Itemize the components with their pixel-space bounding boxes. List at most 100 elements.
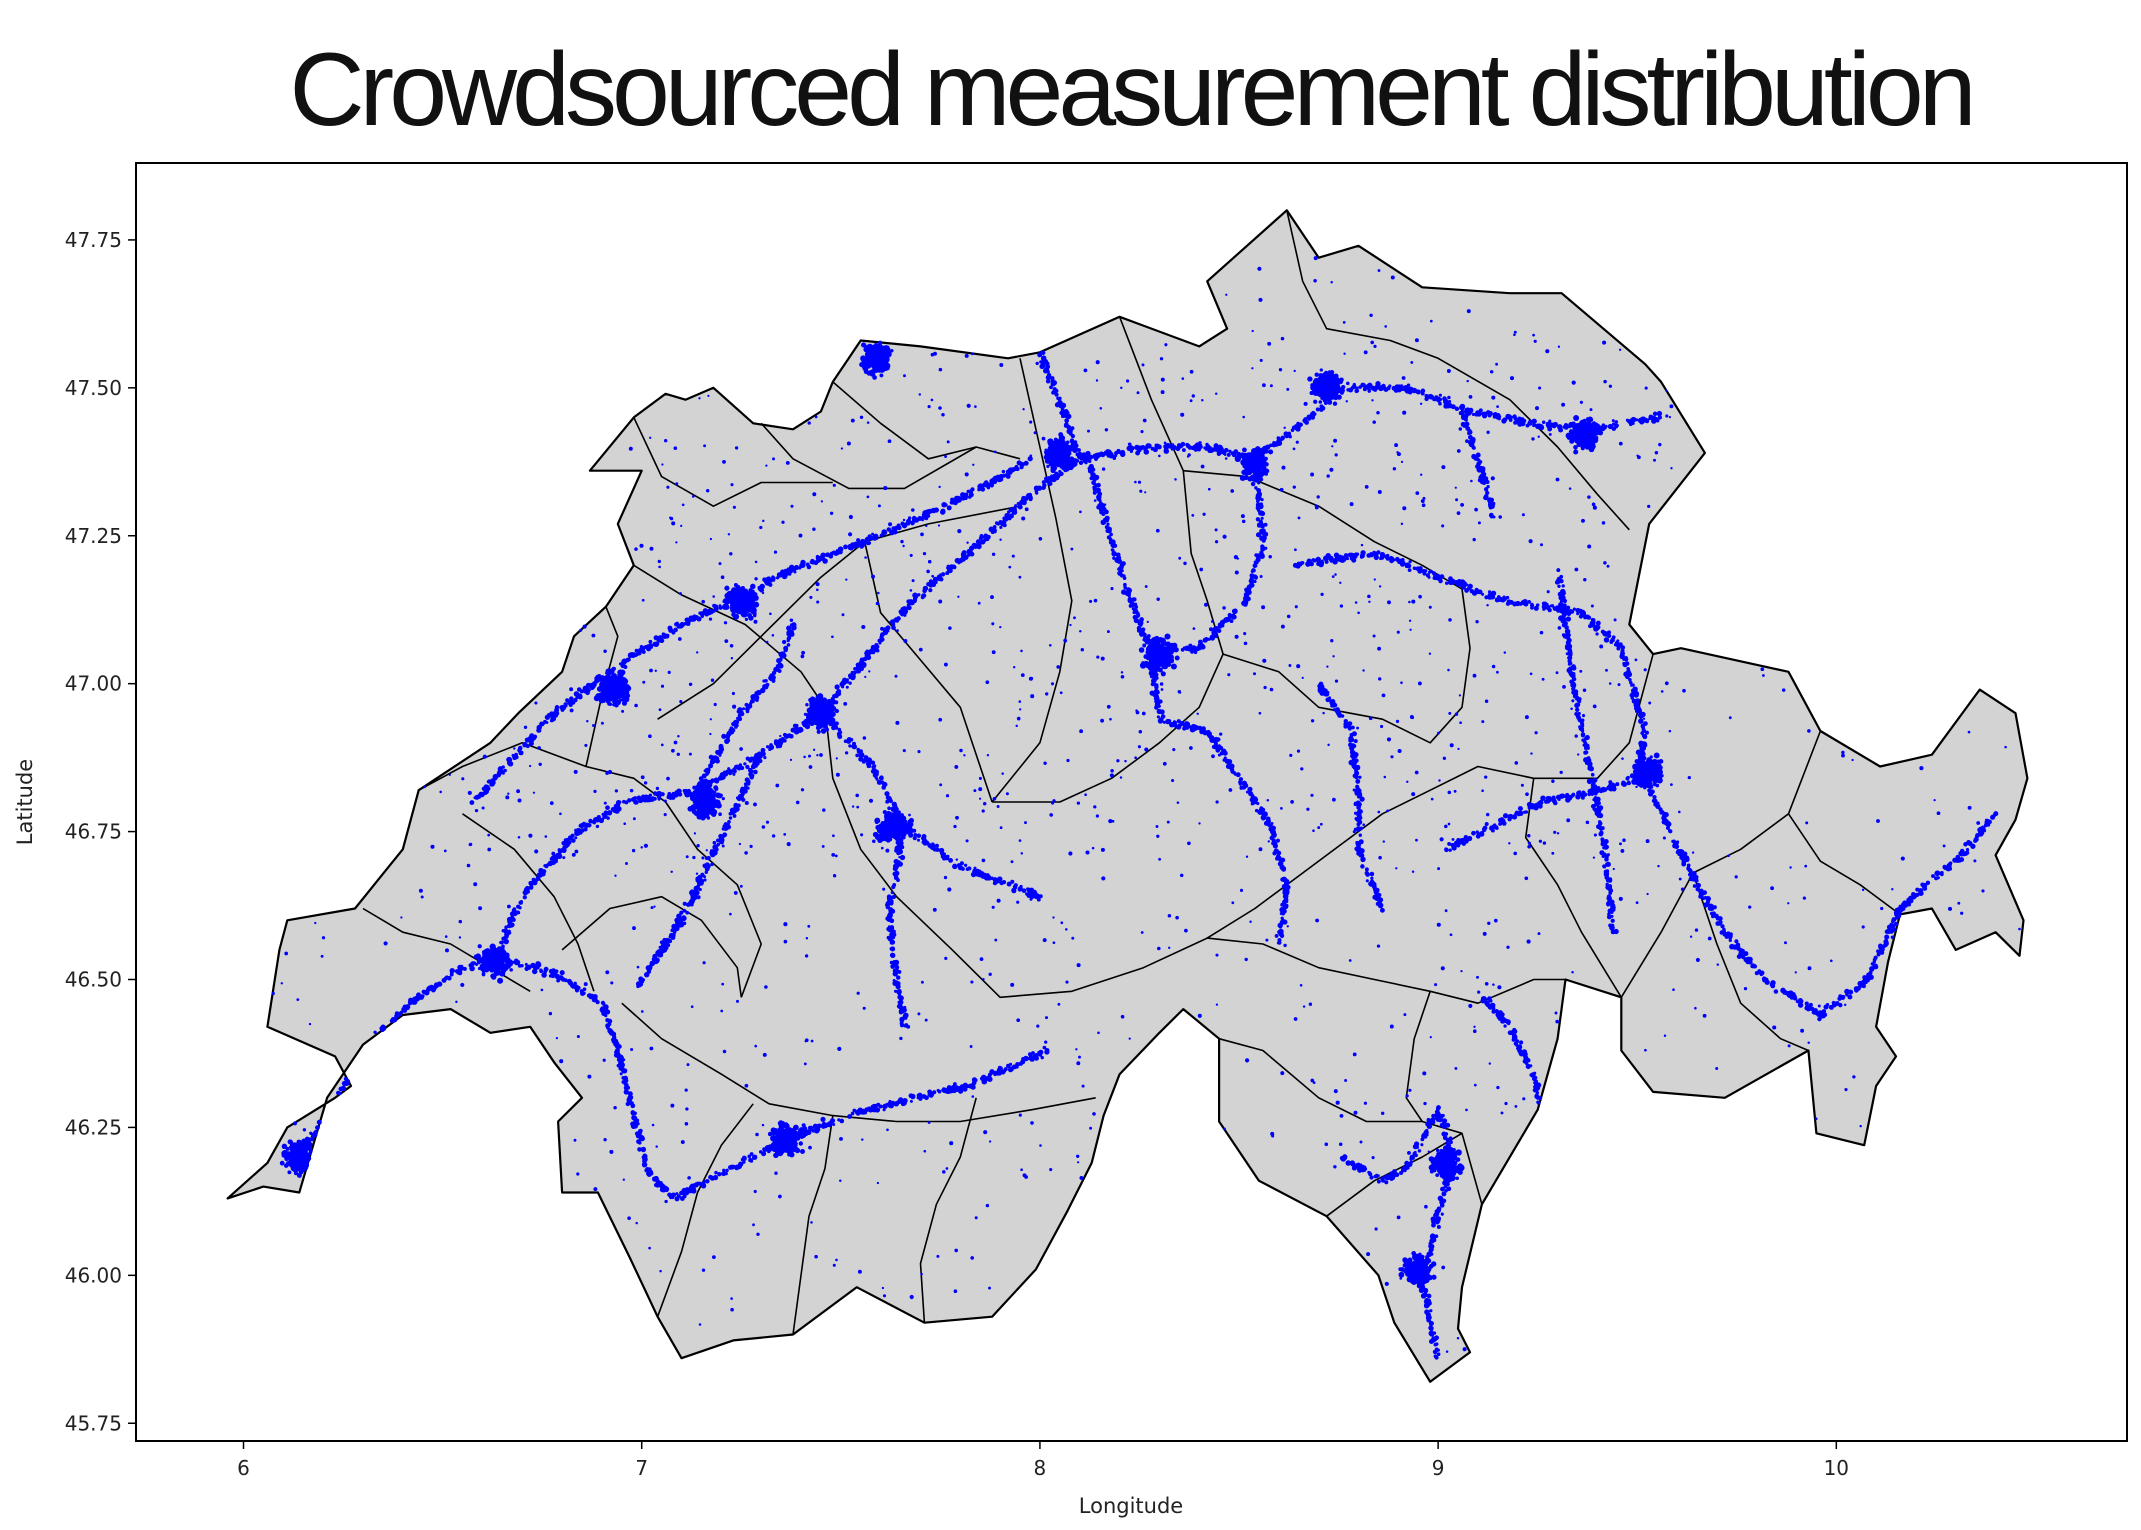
measurement-point bbox=[1259, 535, 1265, 541]
measurement-point bbox=[555, 708, 560, 712]
measurement-point bbox=[1274, 933, 1279, 938]
measurement-point bbox=[614, 1043, 621, 1049]
measurement-point bbox=[1658, 807, 1663, 812]
measurement-point bbox=[675, 621, 679, 625]
measurement-point bbox=[978, 484, 983, 490]
measurement-point bbox=[1385, 556, 1390, 561]
measurement-point bbox=[1845, 993, 1849, 997]
measurement-point bbox=[696, 1181, 700, 1185]
measurement-point bbox=[1694, 878, 1699, 883]
measurement-point bbox=[888, 798, 893, 804]
measurement-point bbox=[1705, 896, 1711, 902]
measurement-point bbox=[781, 573, 788, 580]
measurement-point bbox=[885, 799, 890, 804]
measurement-point bbox=[1424, 1310, 1430, 1315]
map-layer bbox=[226, 209, 2029, 1383]
measurement-point bbox=[993, 475, 998, 480]
measurement-point bbox=[1499, 819, 1504, 824]
measurement-point bbox=[1304, 420, 1309, 425]
measurement-point bbox=[944, 503, 948, 507]
measurement-point bbox=[582, 987, 587, 992]
measurement-point bbox=[891, 894, 897, 900]
measurement-point bbox=[1444, 1132, 1449, 1136]
measurement-point bbox=[994, 521, 999, 525]
measurement-point bbox=[904, 1023, 909, 1028]
measurement-point bbox=[615, 800, 622, 806]
measurement-point bbox=[582, 828, 586, 832]
measurement-point bbox=[1155, 705, 1159, 709]
measurement-point bbox=[873, 533, 879, 539]
measurement-point bbox=[1471, 830, 1476, 836]
measurement-point bbox=[1013, 465, 1019, 471]
measurement-point bbox=[1160, 714, 1166, 719]
measurement-point bbox=[891, 884, 896, 890]
measurement-point bbox=[1440, 1200, 1444, 1204]
measurement-point bbox=[892, 962, 898, 967]
measurement-point bbox=[512, 907, 517, 911]
measurement-point bbox=[1438, 578, 1443, 584]
measurement-point bbox=[1597, 812, 1604, 819]
measurement-point bbox=[1961, 851, 1967, 857]
measurement-point bbox=[1306, 558, 1312, 564]
measurement-point bbox=[625, 658, 630, 663]
measurement-point bbox=[1529, 1064, 1533, 1068]
measurement-point bbox=[1443, 402, 1450, 408]
measurement-point bbox=[1207, 734, 1212, 739]
measurement-point bbox=[992, 877, 998, 883]
measurement-point bbox=[549, 719, 554, 723]
measurement-point bbox=[657, 797, 661, 801]
measurement-point bbox=[805, 562, 810, 567]
measurement-point bbox=[806, 1129, 810, 1134]
region-border-15 bbox=[1206, 653, 1654, 939]
measurement-point bbox=[501, 765, 505, 769]
measurement-point bbox=[1516, 1046, 1520, 1051]
measurement-point bbox=[1647, 788, 1652, 793]
measurement-point bbox=[1312, 558, 1317, 563]
measurement-point bbox=[820, 1116, 826, 1122]
measurement-point bbox=[894, 1101, 899, 1107]
measurement-point bbox=[1072, 464, 1076, 468]
measurement-point bbox=[1873, 955, 1878, 960]
measurement-point bbox=[1505, 413, 1511, 419]
measurement-point bbox=[1116, 552, 1121, 557]
measurement-point bbox=[593, 998, 597, 1002]
measurement-point bbox=[621, 1076, 626, 1080]
measurement-point bbox=[1019, 884, 1023, 888]
measurement-point bbox=[887, 1101, 891, 1106]
measurement-point bbox=[1736, 946, 1741, 951]
measurement-point bbox=[891, 526, 897, 531]
measurement-point bbox=[1273, 848, 1280, 855]
measurement-point bbox=[1348, 387, 1354, 393]
measurement-point bbox=[537, 728, 542, 733]
measurement-point bbox=[702, 1179, 706, 1183]
measurement-point bbox=[717, 1171, 722, 1177]
measurement-point bbox=[1819, 1011, 1823, 1015]
measurement-point bbox=[1602, 864, 1607, 869]
measurement-point bbox=[743, 762, 747, 766]
measurement-point bbox=[501, 936, 506, 941]
measurement-point bbox=[1352, 382, 1356, 387]
measurement-point bbox=[1354, 847, 1360, 852]
measurement-point bbox=[1471, 412, 1476, 417]
measurement-point bbox=[1571, 664, 1576, 669]
measurement-point bbox=[878, 776, 883, 780]
measurement-point bbox=[898, 1008, 904, 1014]
region-border-14 bbox=[1222, 588, 1471, 744]
measurement-point bbox=[1270, 821, 1274, 826]
measurement-point bbox=[924, 1095, 929, 1101]
measurement-point bbox=[1351, 757, 1355, 762]
measurement-point bbox=[728, 769, 733, 774]
measurement-point bbox=[774, 741, 781, 747]
measurement-point bbox=[1576, 612, 1580, 616]
measurement-point bbox=[1034, 489, 1039, 493]
measurement-point bbox=[1223, 617, 1229, 623]
measurement-point bbox=[1360, 382, 1366, 388]
measurement-point bbox=[1576, 698, 1582, 703]
measurement-point bbox=[1611, 422, 1616, 426]
measurement-point bbox=[1008, 514, 1013, 519]
measurement-point bbox=[1270, 830, 1275, 836]
measurement-point bbox=[863, 541, 867, 545]
measurement-point bbox=[1133, 617, 1139, 624]
measurement-point bbox=[1406, 383, 1411, 388]
measurement-point bbox=[1570, 609, 1574, 613]
